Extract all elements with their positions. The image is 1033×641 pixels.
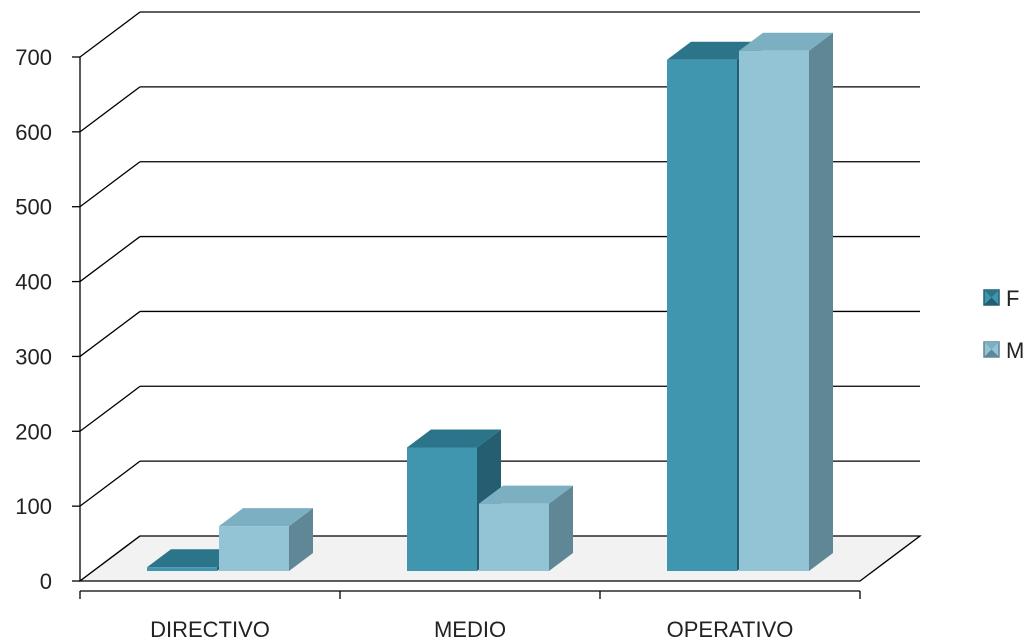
y-tick-label: 600 xyxy=(15,120,52,145)
bar-M-operativo xyxy=(739,32,833,571)
bars xyxy=(147,32,833,572)
bar-M-medio xyxy=(479,485,573,571)
legend-item-F: F xyxy=(983,286,1019,311)
y-tick-label: 500 xyxy=(15,195,52,220)
gridline-side xyxy=(79,236,141,283)
bar-M-directivo xyxy=(219,508,313,571)
y-tick-label: 100 xyxy=(15,494,52,519)
y-tick-label: 200 xyxy=(15,419,52,444)
x-category-label: MEDIO xyxy=(434,617,506,641)
y-tick-label: 400 xyxy=(15,270,52,295)
gridline-side xyxy=(79,385,141,432)
gridline-side xyxy=(79,11,141,58)
legend: FM xyxy=(983,286,1024,363)
y-tick-label: 700 xyxy=(15,45,52,70)
x-category-label: OPERATIVO xyxy=(667,617,794,641)
legend-label: M xyxy=(1006,338,1024,363)
gridline-side xyxy=(79,161,141,208)
y-tick-label: 0 xyxy=(40,569,52,594)
gridline-side xyxy=(79,460,141,507)
gridline-side xyxy=(79,310,141,357)
x-category-label: DIRECTIVO xyxy=(150,617,270,641)
gridline-side xyxy=(79,86,141,133)
y-tick-label: 300 xyxy=(15,344,52,369)
legend-label: F xyxy=(1006,286,1019,311)
axes: 0 100 200 300 400 500 600 700 DIRECTIVO MEDIO OPER… xyxy=(15,45,861,641)
legend-item-M: M xyxy=(983,338,1024,363)
